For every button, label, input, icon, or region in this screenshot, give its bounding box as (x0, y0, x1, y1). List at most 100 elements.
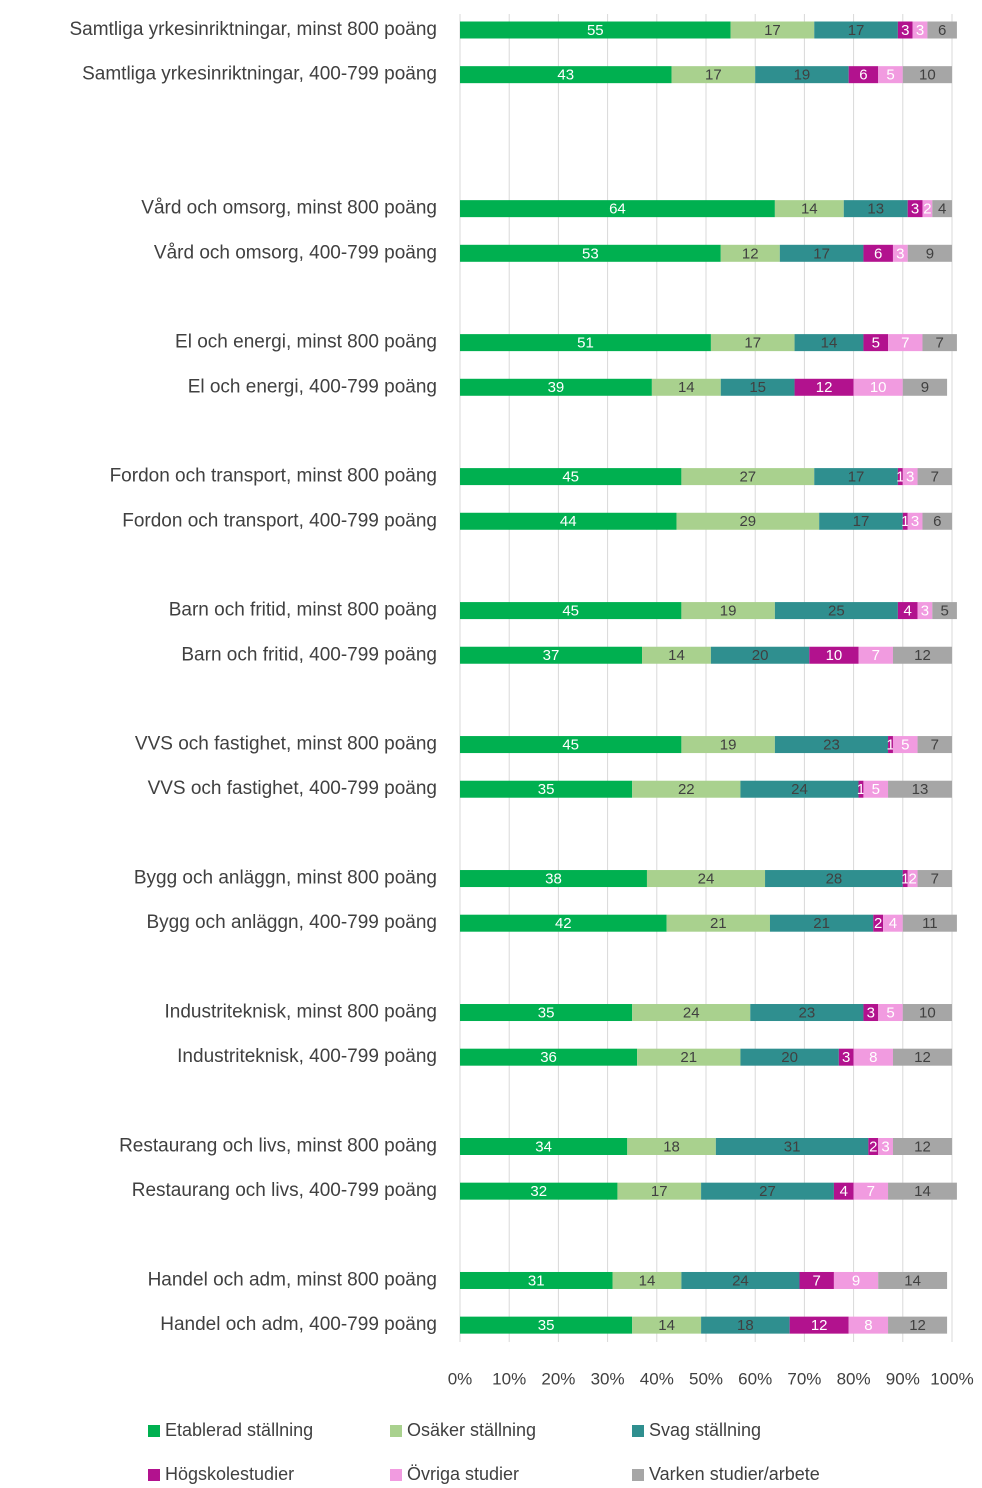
data-label: 27 (759, 1183, 776, 1200)
x-tick-label: 20% (541, 1369, 575, 1388)
data-label: 19 (720, 603, 737, 620)
bar-segment (897, 21, 913, 39)
data-label: 3 (911, 201, 919, 218)
bar-segment (681, 602, 775, 620)
data-label: 37 (543, 647, 560, 664)
data-label: 9 (921, 379, 929, 396)
bar-segment (460, 1004, 633, 1022)
bar-segment (774, 200, 844, 218)
data-label: 6 (874, 245, 882, 262)
category-label: Bygg och anläggn, minst 800 poäng (134, 868, 437, 889)
data-label: 14 (821, 335, 838, 352)
bar-segment (642, 646, 711, 664)
data-label: 8 (869, 1049, 877, 1066)
bar-segment (460, 870, 647, 888)
data-label: 10 (919, 1004, 936, 1021)
bar-segment (799, 1271, 834, 1289)
bar-segment (917, 468, 952, 486)
bar-segment (907, 200, 923, 218)
bar-segment (651, 378, 721, 396)
data-label: 14 (639, 1272, 656, 1289)
category-label: VVS och fastighet, minst 800 poäng (135, 734, 437, 755)
data-label: 14 (658, 1317, 675, 1334)
bar-segment (617, 1182, 702, 1200)
bar-segment (868, 1138, 879, 1155)
category-label: Restaurang och livs, 400-799 poäng (132, 1180, 437, 1201)
data-label: 8 (864, 1317, 872, 1334)
bar-segment (646, 870, 766, 888)
data-label: 1 (857, 781, 865, 798)
data-label: 7 (872, 647, 880, 664)
data-label: 10 (826, 647, 843, 664)
data-label: 21 (680, 1049, 697, 1066)
bar-segment (848, 1316, 889, 1334)
bar-segment (710, 334, 795, 352)
data-label: 24 (683, 1004, 700, 1021)
data-label: 7 (931, 469, 939, 486)
category-label: Handel och adm, 400-799 poäng (160, 1314, 437, 1335)
bar-segment (632, 780, 741, 798)
data-label: 1 (901, 513, 909, 530)
bar-segment (843, 200, 908, 218)
bar-segment (632, 1316, 702, 1334)
data-label: 19 (720, 737, 737, 754)
bar-segment (774, 736, 889, 754)
data-label: 3 (896, 245, 904, 262)
bar-segment (917, 870, 952, 888)
bar-segment (902, 870, 908, 888)
category-label: Industriteknisk, 400-799 poäng (177, 1046, 437, 1067)
bar-segment (853, 378, 903, 396)
data-label: 14 (801, 201, 818, 218)
data-label: 6 (859, 67, 867, 84)
data-label: 28 (826, 871, 843, 888)
data-label: 23 (799, 1004, 816, 1021)
data-label: 5 (886, 67, 894, 84)
category-label: Fordon och transport, minst 800 poäng (110, 466, 437, 487)
bar-segment (710, 646, 810, 664)
data-label: 45 (562, 737, 579, 754)
legend-label: Högskolestudier (165, 1464, 294, 1484)
bar-segment (612, 1271, 682, 1289)
data-label: 19 (794, 67, 811, 84)
bar-segment (632, 1004, 751, 1022)
category-label: Barn och fritid, 400-799 poäng (181, 644, 437, 665)
data-label: 14 (904, 1272, 921, 1289)
bar-segment (814, 468, 898, 486)
data-label: 35 (538, 781, 555, 798)
bar-segment (460, 736, 682, 754)
data-label: 22 (678, 781, 695, 798)
bar-segment (774, 602, 898, 620)
data-label: 34 (535, 1138, 552, 1155)
bar-segment (730, 21, 815, 39)
data-label: 12 (914, 1049, 931, 1066)
data-label: 21 (813, 915, 830, 932)
bar-segment (460, 1182, 618, 1200)
data-label: 4 (840, 1183, 848, 1200)
bar-segment (888, 334, 923, 352)
bar-segment (902, 914, 957, 932)
data-label: 42 (555, 915, 572, 932)
bar-segment (460, 1271, 613, 1289)
data-label: 3 (842, 1049, 850, 1066)
legend-label: Övriga studier (407, 1464, 519, 1484)
data-label: 43 (557, 67, 574, 84)
data-label: 13 (867, 201, 884, 218)
data-label: 3 (867, 1004, 875, 1021)
bar-segment (902, 1004, 952, 1022)
data-label: 3 (901, 22, 909, 39)
bar-segment (897, 468, 903, 486)
bar-segment (892, 1048, 952, 1066)
bar-segment (858, 646, 893, 664)
bar-segment (833, 1182, 854, 1200)
category-label: El och energi, minst 800 poäng (175, 332, 437, 353)
data-label: 3 (911, 513, 919, 530)
data-label: 45 (562, 603, 579, 620)
data-label: 53 (582, 245, 599, 262)
bar-segment (460, 602, 682, 620)
bar-segment (720, 244, 780, 262)
bar-segment (878, 66, 903, 84)
bar-segment (779, 244, 864, 262)
bar-segment (460, 1138, 628, 1155)
data-label: 6 (933, 513, 941, 530)
x-tick-label: 40% (640, 1369, 674, 1388)
